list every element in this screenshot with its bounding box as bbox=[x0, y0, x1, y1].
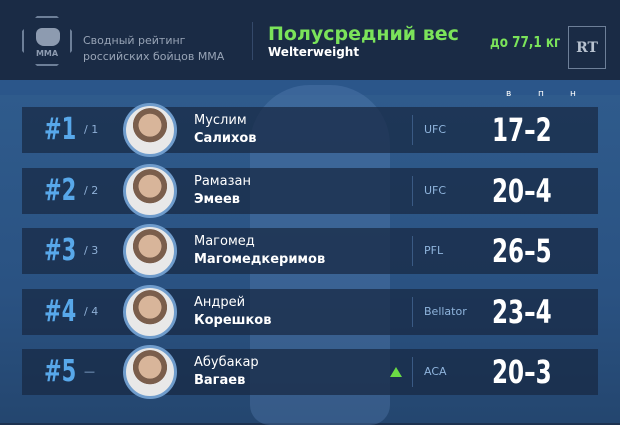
record: 17–2 bbox=[492, 111, 552, 149]
subtitle-line2: российских бойцов MMA bbox=[83, 50, 225, 63]
last-name: Корешков bbox=[194, 312, 272, 328]
fighter-row[interactable]: #2 / 2 Рамазан Эмеев UFC 20–4 bbox=[22, 163, 598, 218]
page-title-en: Welterweight bbox=[268, 45, 360, 59]
rt-logo: RT bbox=[568, 26, 606, 69]
rank: #3 bbox=[44, 233, 77, 268]
previous-rank: / 1 bbox=[84, 123, 99, 136]
record: 23–4 bbox=[492, 292, 552, 331]
record: 26–5 bbox=[492, 232, 552, 270]
organization: Bellator bbox=[424, 304, 467, 318]
logo-text: MMA bbox=[35, 49, 59, 58]
previous-rank: / 2 bbox=[84, 183, 99, 197]
avatar bbox=[123, 103, 177, 157]
rank: #5 bbox=[44, 354, 77, 389]
page-title: Полусредний вес bbox=[268, 23, 459, 45]
rank: #1 bbox=[44, 112, 77, 147]
subtitle: Сводный рейтинг российских бойцов MMA bbox=[83, 33, 224, 65]
avatar bbox=[123, 284, 177, 339]
col-losses: п bbox=[538, 89, 544, 99]
avatar bbox=[123, 224, 177, 278]
record: 20–4 bbox=[492, 171, 552, 210]
organization: PFL bbox=[424, 244, 444, 257]
fighter-row[interactable]: #1 / 1 Муслим Салихов UFC 17–2 bbox=[22, 103, 598, 157]
last-name: Магомедкеримов bbox=[194, 252, 326, 267]
previous-rank: / 4 bbox=[84, 304, 99, 318]
first-name: Магомед bbox=[194, 234, 255, 249]
header: MMA Сводный рейтинг российских бойцов MMA… bbox=[0, 0, 620, 80]
rank: #4 bbox=[44, 293, 77, 329]
previous-rank: / 3 bbox=[84, 244, 99, 257]
divider bbox=[252, 22, 253, 60]
weight-limit: до 77,1 кг bbox=[490, 33, 561, 51]
fighter-row[interactable]: #5 — Абубакар Вагаев ACA 20–3 bbox=[22, 345, 598, 399]
divider bbox=[412, 296, 413, 327]
subtitle-line1: Сводный рейтинг bbox=[83, 34, 186, 47]
ranking-panel: в п н #1 / 1 Муслим Салихов UFC 17–2 #2 /… bbox=[0, 80, 620, 425]
divider bbox=[412, 115, 413, 145]
divider bbox=[412, 175, 413, 206]
record: 20–3 bbox=[492, 353, 552, 391]
last-name: Вагаев bbox=[194, 373, 246, 388]
avatar bbox=[123, 163, 177, 218]
organization: UFC bbox=[424, 123, 447, 136]
last-name: Эмеев bbox=[194, 191, 241, 207]
avatar bbox=[123, 345, 177, 399]
trend-up-icon bbox=[390, 367, 402, 377]
first-name: Муслим bbox=[194, 113, 247, 128]
previous-rank: — bbox=[84, 365, 95, 378]
fighter-row[interactable]: #3 / 3 Магомед Магомедкеримов PFL 26–5 bbox=[22, 224, 598, 278]
col-wins: в bbox=[506, 89, 512, 99]
divider bbox=[412, 357, 413, 387]
divider bbox=[412, 236, 413, 266]
mma-logo: MMA bbox=[22, 16, 72, 66]
first-name: Андрей bbox=[194, 294, 246, 310]
organization: UFC bbox=[424, 183, 447, 197]
organization: ACA bbox=[424, 365, 447, 378]
last-name: Салихов bbox=[194, 131, 257, 146]
fist-icon bbox=[36, 28, 60, 46]
rank: #2 bbox=[44, 172, 77, 208]
col-draws: н bbox=[570, 89, 576, 99]
fighter-row[interactable]: #4 / 4 Андрей Корешков Bellator 23–4 bbox=[22, 284, 598, 339]
first-name: Абубакар bbox=[194, 355, 259, 370]
first-name: Рамазан bbox=[194, 173, 251, 189]
